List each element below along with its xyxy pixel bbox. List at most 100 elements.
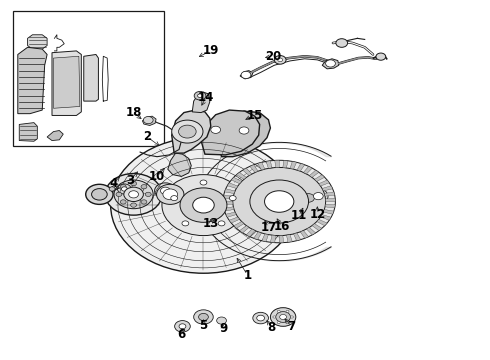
Circle shape [286, 310, 289, 312]
Circle shape [296, 189, 321, 207]
Circle shape [217, 317, 226, 324]
Circle shape [179, 324, 186, 329]
Polygon shape [324, 192, 335, 196]
Circle shape [277, 310, 280, 312]
Text: 17: 17 [260, 221, 276, 234]
Circle shape [277, 321, 280, 324]
Polygon shape [231, 177, 242, 184]
Circle shape [160, 187, 170, 194]
Circle shape [92, 189, 107, 200]
Circle shape [111, 137, 296, 273]
Polygon shape [223, 202, 233, 205]
Polygon shape [224, 207, 234, 211]
Polygon shape [237, 172, 246, 179]
Circle shape [118, 184, 131, 194]
Polygon shape [143, 116, 156, 126]
Circle shape [218, 221, 225, 226]
Text: 12: 12 [309, 208, 325, 221]
Polygon shape [300, 230, 309, 238]
Polygon shape [323, 210, 334, 214]
Circle shape [121, 185, 126, 189]
Circle shape [274, 55, 286, 64]
Circle shape [171, 195, 177, 201]
Polygon shape [317, 219, 327, 226]
Text: 15: 15 [246, 109, 263, 122]
Polygon shape [254, 232, 262, 240]
Text: 19: 19 [202, 44, 219, 57]
Circle shape [257, 315, 265, 321]
Text: 3: 3 [126, 174, 134, 186]
Circle shape [193, 197, 214, 213]
Polygon shape [246, 229, 255, 237]
Circle shape [270, 308, 296, 326]
Polygon shape [47, 131, 63, 140]
Text: 4: 4 [109, 177, 117, 190]
Circle shape [114, 180, 153, 209]
Polygon shape [320, 215, 331, 220]
Circle shape [303, 194, 315, 202]
Circle shape [197, 94, 202, 98]
Polygon shape [240, 226, 249, 233]
Polygon shape [27, 35, 47, 49]
Circle shape [233, 167, 326, 235]
Circle shape [121, 200, 126, 204]
Polygon shape [223, 195, 233, 199]
Circle shape [182, 221, 189, 226]
Polygon shape [18, 47, 47, 114]
Polygon shape [53, 56, 80, 108]
Polygon shape [240, 71, 253, 79]
Circle shape [253, 312, 269, 324]
Circle shape [86, 184, 113, 204]
Polygon shape [84, 54, 98, 101]
Circle shape [141, 200, 147, 204]
Polygon shape [309, 170, 319, 177]
Polygon shape [275, 160, 279, 167]
Circle shape [109, 187, 115, 191]
Circle shape [326, 60, 335, 67]
Text: 11: 11 [291, 210, 307, 222]
Text: 14: 14 [198, 91, 214, 104]
Circle shape [276, 312, 291, 322]
Polygon shape [226, 212, 236, 217]
Polygon shape [218, 111, 270, 157]
Polygon shape [227, 183, 238, 189]
Polygon shape [290, 161, 296, 169]
Polygon shape [283, 161, 288, 168]
Circle shape [116, 192, 122, 197]
Text: 10: 10 [149, 170, 165, 183]
Polygon shape [234, 221, 244, 228]
Text: 5: 5 [199, 319, 208, 332]
Circle shape [146, 192, 151, 197]
Circle shape [241, 71, 251, 78]
Text: 7: 7 [287, 320, 295, 333]
Circle shape [309, 189, 328, 203]
Polygon shape [294, 233, 301, 241]
Polygon shape [270, 235, 275, 243]
Circle shape [286, 321, 289, 324]
Circle shape [141, 185, 147, 189]
Circle shape [194, 91, 206, 100]
Polygon shape [224, 189, 235, 194]
Circle shape [172, 120, 203, 143]
Text: 13: 13 [203, 216, 219, 230]
Circle shape [124, 187, 144, 202]
Polygon shape [279, 235, 284, 243]
Polygon shape [250, 165, 258, 172]
Polygon shape [201, 110, 260, 155]
Circle shape [105, 174, 162, 215]
Circle shape [314, 193, 323, 200]
Circle shape [144, 117, 153, 124]
Circle shape [273, 316, 276, 318]
Polygon shape [266, 161, 272, 168]
Circle shape [265, 191, 294, 212]
Circle shape [163, 189, 177, 200]
Circle shape [178, 125, 196, 138]
Text: 20: 20 [265, 50, 281, 63]
Circle shape [223, 160, 335, 243]
Polygon shape [322, 59, 339, 69]
Circle shape [129, 191, 139, 198]
Circle shape [280, 315, 287, 319]
Text: 18: 18 [125, 106, 142, 119]
Circle shape [162, 175, 245, 235]
Circle shape [250, 180, 309, 223]
